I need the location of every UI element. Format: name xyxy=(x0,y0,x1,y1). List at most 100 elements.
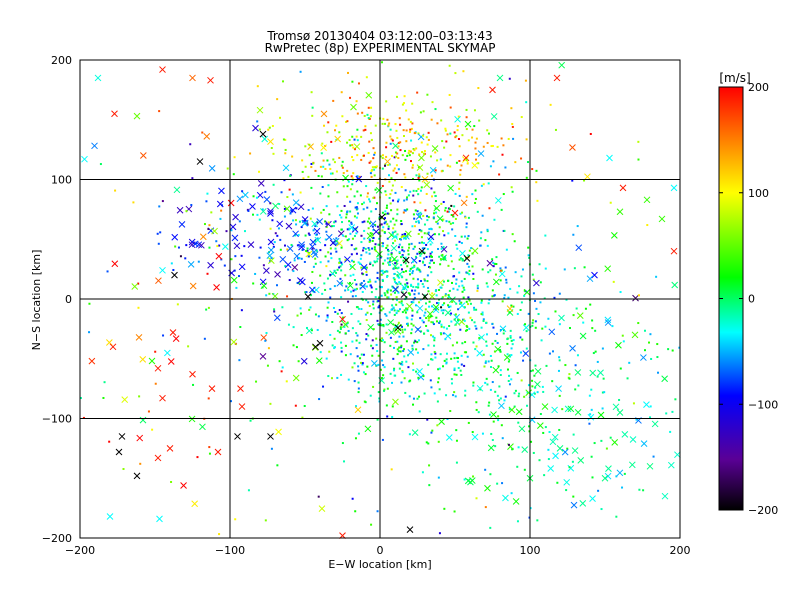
data-point xyxy=(434,169,437,172)
data-point xyxy=(355,283,358,286)
data-point xyxy=(320,211,323,214)
data-point xyxy=(332,225,335,228)
data-point xyxy=(349,200,352,203)
data-point xyxy=(154,382,157,385)
data-point xyxy=(574,388,577,391)
data-point xyxy=(346,239,349,242)
data-point-cross xyxy=(135,334,143,341)
data-point xyxy=(402,348,405,351)
data-point xyxy=(353,362,356,365)
data-point-cross xyxy=(178,221,186,228)
data-point xyxy=(357,387,360,390)
colorbar-tick-label: 100 xyxy=(748,187,769,200)
data-point xyxy=(334,310,337,313)
data-point xyxy=(463,364,466,367)
data-point xyxy=(323,124,326,127)
data-point xyxy=(410,328,413,331)
data-point xyxy=(340,296,343,299)
data-point xyxy=(371,247,374,250)
data-point xyxy=(475,401,478,404)
data-point xyxy=(219,217,222,220)
data-point xyxy=(422,152,425,155)
data-point xyxy=(258,128,261,131)
data-point-cross xyxy=(591,271,598,279)
data-point xyxy=(467,216,470,219)
data-point xyxy=(534,326,537,329)
data-point xyxy=(475,153,478,156)
data-point xyxy=(444,127,447,130)
data-point xyxy=(368,238,371,241)
data-point-cross xyxy=(231,234,239,242)
data-point-cross xyxy=(315,357,323,364)
data-point xyxy=(398,367,401,370)
data-point xyxy=(649,405,652,408)
data-point xyxy=(486,383,489,386)
data-point xyxy=(394,151,397,154)
data-point-cross xyxy=(106,513,114,520)
data-point xyxy=(531,321,534,324)
data-point xyxy=(405,340,408,343)
data-point xyxy=(527,312,530,315)
data-point xyxy=(352,172,355,175)
data-point xyxy=(304,145,307,148)
data-point xyxy=(493,262,496,265)
data-point xyxy=(295,346,298,349)
data-point-cross xyxy=(159,266,166,274)
data-point xyxy=(396,353,399,356)
data-point xyxy=(488,413,491,416)
data-point xyxy=(499,350,502,353)
data-point xyxy=(461,258,464,261)
data-point xyxy=(400,325,403,328)
data-point xyxy=(383,270,386,273)
data-point xyxy=(501,153,504,156)
data-point xyxy=(415,348,418,351)
data-point-cross xyxy=(300,357,308,365)
data-point xyxy=(431,321,434,324)
data-point xyxy=(329,287,332,290)
data-point-cross xyxy=(360,264,368,271)
data-point xyxy=(516,312,519,315)
data-point xyxy=(301,416,304,419)
data-point xyxy=(553,296,556,299)
data-point xyxy=(573,267,576,270)
data-point xyxy=(436,159,439,162)
data-point-cross xyxy=(611,439,619,446)
data-point xyxy=(353,215,356,218)
data-point xyxy=(409,160,412,163)
data-point xyxy=(528,425,531,428)
data-point xyxy=(429,259,432,262)
data-point xyxy=(205,308,208,311)
data-point xyxy=(370,291,373,294)
data-point xyxy=(381,157,384,160)
data-point xyxy=(340,341,343,344)
data-point xyxy=(433,212,436,215)
data-point xyxy=(329,333,332,336)
data-point xyxy=(390,252,393,255)
x-tick-label: −200 xyxy=(65,544,95,557)
data-point-cross xyxy=(256,191,264,199)
data-point xyxy=(368,240,371,243)
data-point xyxy=(417,292,420,295)
data-point xyxy=(341,282,344,285)
data-point xyxy=(327,251,330,254)
data-point xyxy=(601,407,604,410)
data-point xyxy=(189,143,192,146)
data-point xyxy=(544,325,547,328)
data-point xyxy=(442,258,445,261)
data-point xyxy=(438,532,441,535)
data-point xyxy=(379,256,382,259)
data-point-cross xyxy=(359,283,367,290)
data-point-cross xyxy=(81,155,88,163)
data-point xyxy=(184,257,187,260)
data-point xyxy=(440,323,443,326)
data-point xyxy=(383,366,386,369)
data-point-cross xyxy=(279,255,287,263)
data-point xyxy=(395,129,398,132)
data-point xyxy=(506,353,509,356)
data-point xyxy=(398,281,401,284)
data-point xyxy=(378,237,381,240)
data-point xyxy=(450,260,453,263)
data-point xyxy=(415,147,418,150)
data-point-cross xyxy=(597,369,604,377)
data-point-cross xyxy=(464,477,472,485)
